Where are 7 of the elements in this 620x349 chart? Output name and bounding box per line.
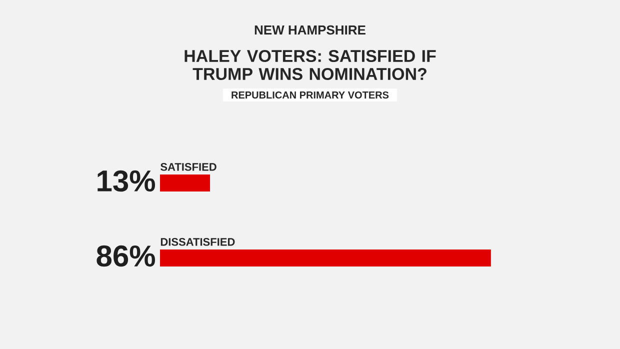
- y-tick-label: DISSATISFIED: [160, 238, 235, 246]
- data-label: 13%: [98, 170, 156, 192]
- data-label: 86%: [96, 245, 156, 267]
- text: NEW HAMPSHIRE: [254, 25, 366, 35]
- chart-subtitle: REPUBLICAN PRIMARY VOTERS: [232, 91, 389, 99]
- chart-title: HALEY VOTERS: SATISFIED IF TRUMP WINS NOMINATION?: [184, 50, 436, 80]
- y-tick-label: SATISFIED: [160, 163, 216, 171]
